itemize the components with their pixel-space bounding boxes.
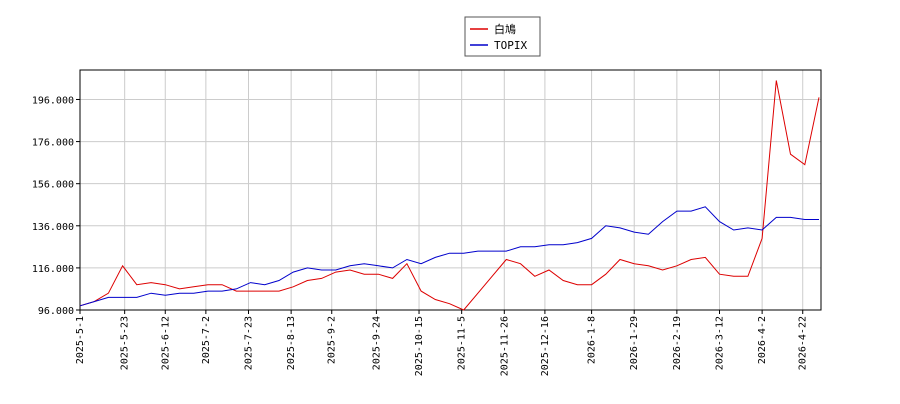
x-tick-label: 2026-4-2	[757, 316, 768, 364]
x-tick-label: 2025-6-12	[160, 316, 171, 370]
legend-label: TOPIX	[494, 39, 527, 52]
x-tick-label: 2025-9-24	[371, 316, 382, 370]
x-tick-label: 2026-2-19	[672, 316, 683, 370]
series-line	[79, 80, 820, 311]
y-tick-label: 136.000	[32, 222, 74, 233]
x-tick-label: 2026-4-22	[798, 316, 809, 370]
y-tick-label: 156.000	[32, 180, 74, 191]
x-tick-label: 2025-8-13	[286, 316, 297, 370]
x-tick-label: 2025-7-23	[244, 316, 255, 370]
x-tick-label: 2025-9-2	[327, 316, 338, 364]
y-tick-label: 96.000	[38, 306, 74, 317]
x-tick-label: 2025-12-16	[540, 316, 551, 376]
legend-box	[464, 16, 541, 57]
y-tick-label: 116.000	[32, 264, 74, 275]
y-tick-label: 176.000	[32, 138, 74, 149]
legend-label: 白鳩	[494, 22, 516, 36]
x-tick-label: 2025-11-5	[457, 316, 468, 370]
x-tick-label: 2025-5-23	[120, 316, 131, 370]
series-line	[79, 206, 819, 307]
x-tick-label: 2025-10-15	[414, 316, 425, 376]
x-tick-label: 2025-5-1	[75, 316, 86, 364]
x-tick-label: 2026-3-12	[714, 316, 725, 370]
x-tick-label: 2025-11-26	[499, 316, 510, 376]
plot-frame	[79, 69, 822, 311]
x-tick-label: 2026-1-8	[587, 316, 598, 364]
x-tick-label: 2026-1-29	[629, 316, 640, 370]
y-tick-label: 196.000	[32, 95, 74, 106]
x-tick-label: 2025-7-2	[201, 316, 212, 364]
